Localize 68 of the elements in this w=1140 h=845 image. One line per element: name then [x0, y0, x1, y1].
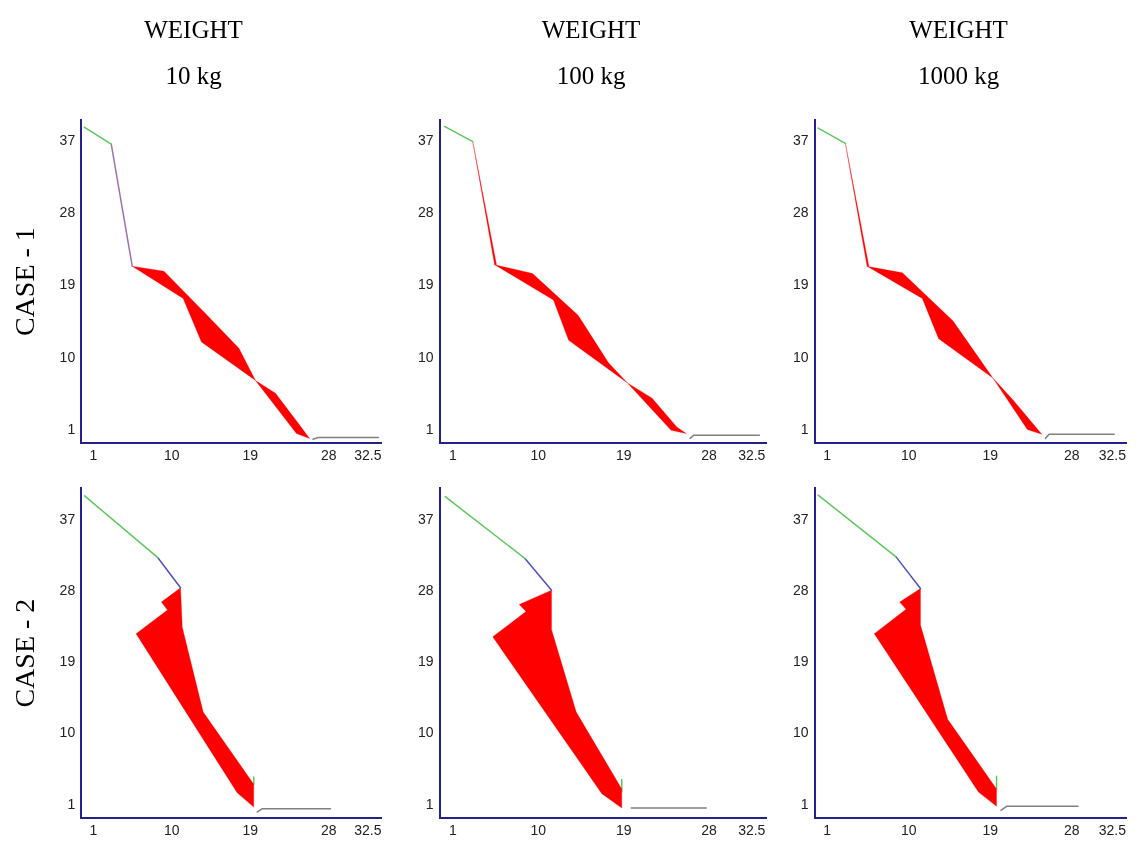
x-tick-label: 19 [615, 447, 632, 464]
y-tick-label: 28 [59, 581, 76, 598]
y-tick-label: 19 [417, 653, 434, 670]
y-tick-label: 28 [417, 581, 434, 598]
y-tick-label: 1 [800, 795, 809, 812]
y-tick-label: 28 [792, 204, 809, 221]
y-tick-label: 19 [792, 653, 809, 670]
y-tick-label: 10 [59, 724, 76, 741]
y-tick-label: 10 [792, 724, 809, 741]
x-tick-label: 10 [900, 822, 917, 839]
y-tick-label: 1 [425, 421, 434, 438]
y-tick-label: 1 [67, 795, 76, 812]
y-axis-title: CASE - 2 [9, 598, 41, 708]
y-axis-title: CASE - 1 [9, 227, 41, 337]
x-tick-label: 1 [448, 447, 457, 464]
x-tick-label: 1 [823, 822, 832, 839]
x-tick-label: 28 [1063, 447, 1080, 464]
y-tick-label: 1 [800, 421, 809, 438]
y-tick-label: 37 [59, 510, 76, 527]
chart-title: WEIGHT [541, 15, 641, 43]
y-tick-label: 37 [417, 131, 434, 148]
y-tick-label: 19 [59, 653, 76, 670]
y-tick-label: 37 [59, 131, 76, 148]
y-tick-label: 37 [792, 131, 809, 148]
x-tick-label: 28 [701, 447, 718, 464]
y-tick-label: 37 [792, 510, 809, 527]
y-tick-label: 37 [417, 510, 434, 527]
y-tick-label: 19 [417, 276, 434, 293]
x-tick-label: 10 [164, 822, 180, 839]
y-tick-label: 1 [425, 795, 434, 812]
x-tick-label: 32.5 [738, 822, 766, 839]
y-tick-label: 19 [792, 276, 809, 293]
y-tick-label: 10 [417, 724, 434, 741]
x-tick-label: 28 [320, 447, 337, 464]
x-tick-label: 19 [982, 822, 999, 839]
x-tick-label: 10 [530, 447, 547, 464]
x-tick-label: 1 [89, 822, 98, 839]
y-tick-label: 10 [417, 348, 434, 365]
x-tick-label: 10 [900, 447, 917, 464]
x-tick-label: 32.5 [354, 822, 382, 839]
x-tick-label: 28 [1063, 822, 1080, 839]
x-tick-label: 19 [242, 447, 259, 464]
chart-title: WEIGHT [144, 15, 243, 43]
x-tick-label: 28 [320, 822, 337, 839]
y-tick-label: 19 [59, 276, 76, 293]
chart-subtitle: 10 kg [165, 61, 223, 89]
x-tick-label: 32.5 [738, 447, 766, 464]
x-tick-label: 19 [982, 447, 999, 464]
x-tick-label: 19 [242, 822, 259, 839]
x-tick-label: 10 [164, 447, 180, 464]
y-tick-label: 10 [792, 348, 809, 365]
x-tick-label: 32.5 [1098, 822, 1127, 839]
x-tick-label: 32.5 [354, 447, 382, 464]
x-tick-label: 32.5 [1098, 447, 1127, 464]
y-tick-label: 28 [792, 581, 809, 598]
x-tick-label: 1 [89, 447, 98, 464]
chart-title: WEIGHT [909, 15, 1008, 43]
y-tick-label: 10 [59, 348, 76, 365]
x-tick-label: 1 [448, 822, 457, 839]
y-tick-label: 28 [59, 204, 76, 221]
x-tick-label: 1 [823, 447, 832, 464]
x-tick-label: 10 [530, 822, 547, 839]
x-tick-label: 28 [701, 822, 718, 839]
chart-subtitle: 100 kg [556, 61, 626, 89]
x-tick-label: 19 [615, 822, 632, 839]
y-tick-label: 28 [417, 204, 434, 221]
y-tick-label: 1 [67, 421, 76, 438]
chart-subtitle: 1000 kg [917, 61, 1000, 89]
